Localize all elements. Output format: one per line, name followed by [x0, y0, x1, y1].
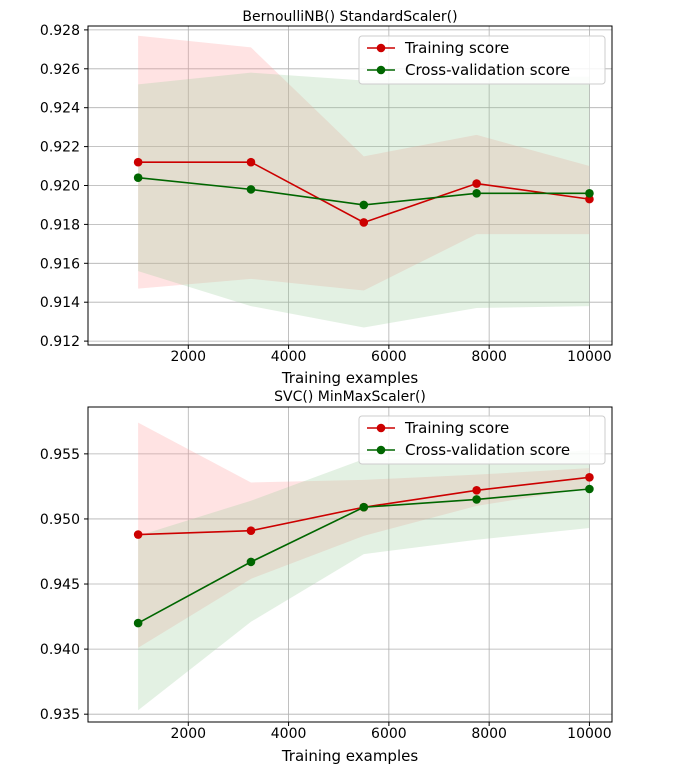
band-cross-validation [138, 449, 590, 711]
point-cross-validation [472, 188, 481, 198]
point-training [133, 530, 143, 539]
x-tick-label: 8000 [471, 349, 507, 365]
legend-marker-cross-validation [376, 65, 386, 75]
legend-label-cross-validation: Cross-validation score [405, 441, 570, 459]
x-tick-label: 10000 [567, 726, 612, 742]
y-tick-label: 0.928 [40, 23, 80, 39]
y-tick-label: 0.920 [40, 179, 80, 195]
legend: Training score Cross-validation score [358, 415, 606, 465]
legend-label-training: Training score [404, 39, 509, 57]
point-cross-validation [472, 495, 481, 504]
point-cross-validation [585, 484, 594, 494]
legend-label-cross-validation: Cross-validation score [405, 61, 570, 79]
y-tick-label: 0.924 [40, 101, 80, 117]
x-tick-label: 4000 [271, 726, 307, 742]
point-cross-validation [133, 173, 143, 183]
legend-box [358, 35, 606, 85]
chart-1: 2000 4000 6000 8000 10000 0.912 0.914 0.916 0.91… [40, 9, 613, 387]
y-tick-label: 0.918 [40, 217, 80, 233]
x-tick-label: 4000 [271, 349, 307, 365]
legend-marker-training [376, 423, 386, 433]
point-cross-validation [585, 188, 594, 198]
legend-marker-training [376, 43, 386, 53]
band-cross-validation [138, 72, 590, 328]
point-training [472, 179, 481, 188]
y-tick-label: 0.945 [40, 577, 80, 593]
band-training [138, 35, 590, 291]
y-tick-label: 0.914 [40, 295, 80, 311]
point-training [246, 526, 256, 535]
point-cross-validation [246, 557, 256, 567]
x-tick-label: 6000 [371, 726, 407, 742]
x-tick-label: 8000 [471, 726, 507, 742]
chart-title: BernoulliNB() StandardScaler() [242, 9, 457, 25]
x-tick-label: 6000 [371, 349, 407, 365]
point-cross-validation [359, 502, 369, 512]
point-cross-validation [246, 185, 256, 194]
band-training [138, 422, 590, 648]
point-training [585, 472, 594, 482]
y-tick-label: 0.912 [40, 334, 80, 350]
chart-title: SVC() MinMaxScaler() [274, 389, 426, 405]
y-tick-label: 0.922 [40, 140, 80, 156]
point-training [359, 218, 369, 227]
y-tick-label: 0.940 [40, 642, 80, 658]
y-tick-label: 0.955 [40, 447, 80, 463]
y-tick-label: 0.950 [40, 512, 80, 528]
point-training [472, 486, 481, 495]
x-axis-label: Training examples [281, 747, 419, 765]
chart-2: 2000 4000 6000 8000 10000 0.935 0.940 0.945 0.95… [40, 389, 613, 765]
point-training [133, 157, 143, 167]
x-axis-label: Training examples [281, 369, 419, 387]
legend-marker-cross-validation [376, 445, 386, 455]
point-cross-validation [133, 618, 143, 628]
x-tick-label: 2000 [170, 349, 206, 365]
y-tick-label: 0.935 [40, 707, 80, 723]
legend-label-training: Training score [404, 419, 509, 437]
x-tick-label: 10000 [567, 349, 612, 365]
axes-frame [87, 406, 613, 723]
y-tick-label: 0.916 [40, 256, 80, 272]
legend-box [358, 415, 606, 465]
legend: Training score Cross-validation score [358, 35, 606, 85]
point-training [246, 157, 256, 167]
x-tick-label: 2000 [170, 726, 206, 742]
y-tick-label: 0.926 [40, 62, 80, 78]
point-cross-validation [359, 200, 369, 210]
